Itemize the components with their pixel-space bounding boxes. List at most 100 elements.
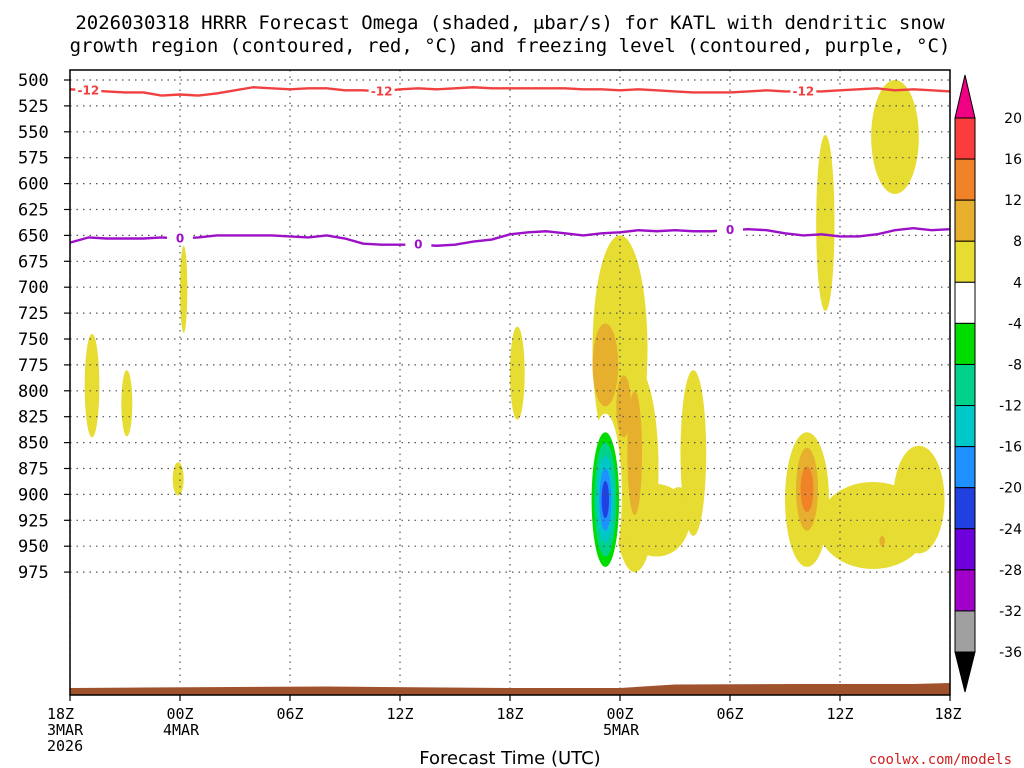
omega-feature <box>623 484 690 557</box>
freezing-level-contour-label-bg <box>405 237 432 252</box>
colorbar-bin <box>954 281 976 324</box>
colorbar: 20 16 12 8 4 -4 -8 -12 -16 -20 -24 -28 -32 -36 <box>954 74 1022 693</box>
y-tick-label: 775 <box>18 356 49 376</box>
dgz-contour-label: -12 <box>792 84 814 98</box>
colorbar-tick-label: 16 <box>1004 152 1022 168</box>
colorbar-tick-label: -32 <box>999 604 1022 620</box>
colorbar-tick-label: 8 <box>1013 234 1022 250</box>
omega-feature <box>566 498 575 532</box>
omega-feature <box>816 134 835 312</box>
dgz-contour-label: -12 <box>77 83 99 97</box>
x-tick-label: 00Z <box>166 705 193 723</box>
colorbar-tick-label: -36 <box>999 645 1022 661</box>
y-tick-label: 600 <box>18 175 49 195</box>
omega-feature <box>601 480 609 519</box>
y-axis-ticks: 500 525 550 575 600 625 650 675 700 725 750 775 800 8… <box>18 71 70 583</box>
freezing-level-contour-label: 0 <box>176 232 184 246</box>
colorbar-tick-label: -12 <box>999 399 1022 415</box>
colorbar-bin <box>954 528 976 571</box>
omega-feature <box>172 462 184 496</box>
omega-feature <box>879 535 885 547</box>
y-tick-label: 825 <box>18 408 49 428</box>
y-tick-label: 875 <box>18 460 49 480</box>
chart-title-line2: growth region (contoured, red, °C) and f… <box>70 35 951 57</box>
x-tick-label: 18Z <box>47 705 74 723</box>
colorbar-bin <box>954 199 976 242</box>
y-tick-label: 625 <box>18 201 49 221</box>
x-tick-label: 18Z <box>934 705 961 723</box>
chart-title-line1: 2026030318 HRRR Forecast Omega (shaded, … <box>75 12 945 34</box>
x-tick-label: 2026 <box>47 737 83 755</box>
colorbar-tick-label: -8 <box>1008 357 1022 373</box>
x-axis-label: Forecast Time (UTC) <box>419 748 600 768</box>
omega-feature <box>218 560 245 578</box>
omega-feature <box>627 390 643 516</box>
omega-feature <box>700 70 708 130</box>
y-tick-label: 525 <box>18 97 49 117</box>
y-tick-label: 900 <box>18 485 49 505</box>
credit-link[interactable]: coolwx.com/models <box>869 752 1012 768</box>
y-tick-label: 850 <box>18 434 49 454</box>
y-tick-label: 725 <box>18 304 49 324</box>
freezing-level-contour-label-bg <box>167 231 193 246</box>
colorbar-bin <box>954 446 976 489</box>
grid-lines <box>69 70 951 695</box>
temperature-contours: -12 -12 -12 0 0 0 <box>69 83 951 252</box>
omega-feature <box>680 370 707 536</box>
omega-feature <box>84 333 100 438</box>
colorbar-bin <box>954 487 976 530</box>
dgz-contour-label-bg <box>75 83 102 98</box>
colorbar-bin <box>954 240 976 283</box>
omega-feature <box>121 370 133 437</box>
x-tick-label: 3MAR <box>47 721 84 739</box>
y-tick-label: 650 <box>18 226 49 246</box>
terrain-fill <box>70 683 950 695</box>
colorbar-bottom-triangle <box>954 651 976 693</box>
omega-feature <box>616 375 632 438</box>
omega-feature <box>592 323 619 407</box>
omega-feature <box>180 245 188 333</box>
omega-feature <box>509 326 525 420</box>
x-tick-label: 5MAR <box>603 721 640 739</box>
colorbar-top-triangle <box>954 74 976 119</box>
y-tick-label: 575 <box>18 149 49 169</box>
dgz-contour <box>69 86 951 97</box>
dgz-contour-label: -12 <box>371 84 393 98</box>
colorbar-bin <box>954 569 976 612</box>
omega-feature <box>871 80 919 194</box>
colorbar-bin <box>954 117 976 160</box>
omega-feature <box>800 466 814 513</box>
colorbar-tick-label: 12 <box>1004 193 1022 209</box>
y-tick-label: 500 <box>18 71 49 91</box>
omega-shading <box>84 70 945 578</box>
y-tick-label: 925 <box>18 511 49 531</box>
colorbar-tick-label: 4 <box>1013 275 1022 291</box>
y-tick-label: 975 <box>18 563 49 583</box>
colorbar-tick-label: -4 <box>1008 316 1022 332</box>
y-tick-label: 700 <box>18 278 49 298</box>
colorbar-tick-label: 20 <box>1004 111 1022 127</box>
colorbar-bin <box>954 322 976 365</box>
dgz-contour-label-bg <box>790 84 817 99</box>
omega-feature <box>847 250 855 365</box>
omega-feature-group <box>84 70 945 578</box>
y-tick-label: 550 <box>18 123 49 143</box>
colorbar-tick-label: -24 <box>999 522 1022 538</box>
terrain-strip <box>70 683 950 695</box>
colorbar-tick-label: -28 <box>999 563 1022 579</box>
colorbar-tick-label: -20 <box>999 481 1022 497</box>
x-tick-label: 12Z <box>826 705 853 723</box>
colorbar-bin <box>954 405 976 448</box>
freezing-level-contour <box>69 226 951 247</box>
x-tick-label: 18Z <box>496 705 523 723</box>
colorbar-tick-label: -16 <box>999 440 1022 456</box>
x-tick-label: 00Z <box>606 705 633 723</box>
y-tick-label: 750 <box>18 330 49 350</box>
dgz-contour-label-bg <box>368 84 395 99</box>
colorbar-bin <box>954 363 976 407</box>
x-tick-label: 06Z <box>716 705 743 723</box>
freezing-level-contour-label: 0 <box>726 223 734 237</box>
x-tick-label: 06Z <box>276 705 303 723</box>
